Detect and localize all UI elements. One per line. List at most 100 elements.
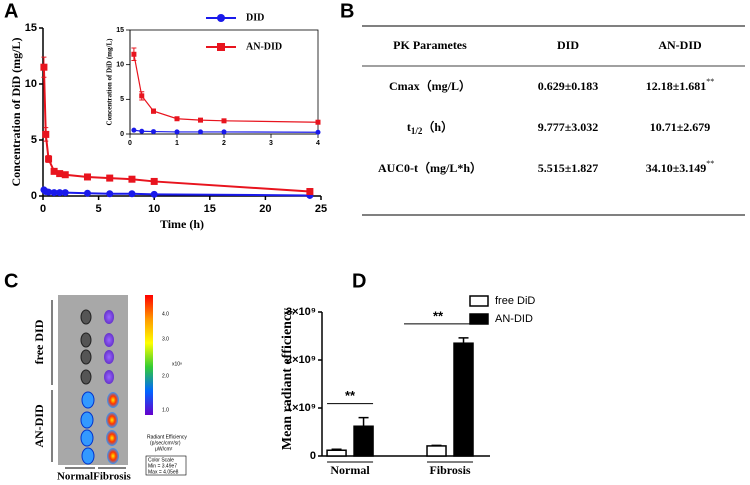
marker bbox=[151, 129, 156, 135]
x-tick-label: 5 bbox=[96, 203, 102, 215]
cell-text: 5.515±1.827 bbox=[538, 161, 599, 175]
x-tick-label: Normal bbox=[330, 463, 370, 477]
bar bbox=[353, 425, 374, 457]
error-bar bbox=[458, 337, 469, 344]
color-scale: Max = 4.05e8 bbox=[148, 469, 179, 475]
y-axis-label: Concentration of DiD (mg/L) bbox=[9, 38, 23, 187]
cell-superscript: ** bbox=[706, 159, 714, 168]
marker bbox=[131, 51, 137, 57]
row-label: AN-DID bbox=[32, 404, 46, 448]
y-tick-label: 10 bbox=[25, 78, 37, 90]
cell-text: 9.777±3.032 bbox=[538, 120, 599, 134]
x-tick-label: 20 bbox=[259, 203, 271, 215]
x-tick-label: 0 bbox=[40, 203, 46, 215]
marker bbox=[315, 129, 321, 135]
marker bbox=[106, 174, 114, 182]
row-label: free DID bbox=[32, 319, 46, 364]
y-axis-label: Mean radiant efficiency bbox=[280, 308, 295, 450]
colorbar-title: Radiant Efficiency bbox=[147, 434, 187, 440]
marker bbox=[198, 117, 203, 123]
marker bbox=[150, 190, 158, 198]
marker bbox=[106, 190, 114, 198]
significance-label: ** bbox=[433, 308, 444, 323]
y-tick-label: 0 bbox=[310, 450, 316, 462]
marker bbox=[56, 189, 64, 197]
colorbar-tick: 2.0 bbox=[162, 373, 169, 379]
bar bbox=[426, 445, 447, 457]
marker bbox=[42, 130, 50, 138]
table-header: DID bbox=[557, 38, 579, 52]
y-tick-label: 5 bbox=[31, 134, 37, 146]
marker bbox=[50, 189, 58, 197]
marker bbox=[128, 175, 136, 183]
marker bbox=[128, 190, 136, 198]
cell-text: Cmax（mg/L） bbox=[389, 78, 471, 93]
legend-swatch bbox=[469, 313, 489, 325]
cell-text: AUC0-t（mg/L*h） bbox=[378, 160, 482, 175]
table-cell: 10.71±2.679 bbox=[650, 120, 711, 134]
y-tick-label: 15 bbox=[25, 22, 37, 34]
bar bbox=[453, 342, 474, 457]
table-header: AN-DID bbox=[658, 38, 702, 52]
legend-swatch bbox=[469, 295, 489, 307]
marker bbox=[61, 171, 69, 179]
cell-text: 0.629±0.183 bbox=[538, 79, 599, 93]
bar bbox=[326, 449, 347, 457]
table-cell: t1/2（h） bbox=[407, 119, 453, 136]
column-label: Normal bbox=[57, 471, 93, 483]
panel-label: D bbox=[352, 270, 366, 292]
marker bbox=[306, 188, 314, 196]
colorbar-tick: 4.0 bbox=[162, 311, 169, 317]
error-bar bbox=[358, 416, 369, 427]
legend-marker bbox=[217, 14, 225, 22]
colorbar-tick: 3.0 bbox=[162, 336, 169, 342]
y-tick-label: 10 bbox=[116, 62, 124, 69]
marker bbox=[83, 189, 91, 197]
marker bbox=[45, 155, 53, 163]
y-axis-label: Concentration of DiD (mg/L) bbox=[106, 38, 114, 126]
x-axis-label: Time (h) bbox=[160, 217, 204, 231]
colorbar-tick: 1.0 bbox=[162, 407, 169, 413]
panel-label: C bbox=[4, 270, 18, 292]
marker bbox=[221, 129, 227, 135]
cell-subscript: 1/2 bbox=[411, 126, 423, 136]
series-line bbox=[42, 67, 310, 193]
marker bbox=[151, 108, 156, 114]
x-tick-label: 1 bbox=[175, 140, 179, 147]
x-tick-label: 4 bbox=[316, 140, 320, 147]
panel-label: B bbox=[340, 0, 354, 22]
table-cell: 34.10±3.149** bbox=[646, 159, 715, 175]
legend-label: AN-DID bbox=[246, 41, 282, 52]
cell-superscript: ** bbox=[706, 77, 714, 86]
x-tick-label: 15 bbox=[204, 203, 216, 215]
table-cell: Cmax（mg/L） bbox=[389, 78, 471, 93]
x-tick-label: 25 bbox=[315, 203, 327, 215]
color-scale: Color Scale bbox=[148, 457, 174, 463]
colorbar-unit: x10⁸ bbox=[172, 361, 182, 367]
table-cell: 9.777±3.032 bbox=[538, 120, 599, 134]
marker bbox=[198, 129, 203, 135]
marker bbox=[45, 188, 53, 196]
cell-text: 10.71±2.679 bbox=[650, 120, 711, 134]
significance-label: ** bbox=[345, 388, 356, 403]
y-tick-label: 2×10⁹ bbox=[286, 354, 316, 366]
table-cell: 0.629±0.183 bbox=[538, 79, 599, 93]
x-tick-label: 3 bbox=[269, 140, 273, 147]
y-tick-label: 3×10⁹ bbox=[286, 306, 316, 318]
cell-text: t bbox=[407, 120, 411, 134]
marker bbox=[61, 189, 69, 197]
marker bbox=[315, 119, 321, 125]
marker bbox=[56, 170, 64, 178]
marker bbox=[139, 93, 145, 99]
imaging-panel bbox=[51, 295, 187, 476]
panel-label: A bbox=[4, 0, 18, 22]
column-label: Fibrosis bbox=[93, 471, 131, 483]
marker bbox=[174, 116, 180, 122]
y-tick-label: 1×10⁹ bbox=[286, 402, 316, 414]
y-tick-label: 5 bbox=[120, 96, 124, 103]
table-cell: AUC0-t（mg/L*h） bbox=[378, 160, 482, 175]
x-tick-label: 2 bbox=[222, 140, 226, 147]
table-cell: 5.515±1.827 bbox=[538, 161, 599, 175]
table-header: PK Parametes bbox=[393, 38, 467, 52]
